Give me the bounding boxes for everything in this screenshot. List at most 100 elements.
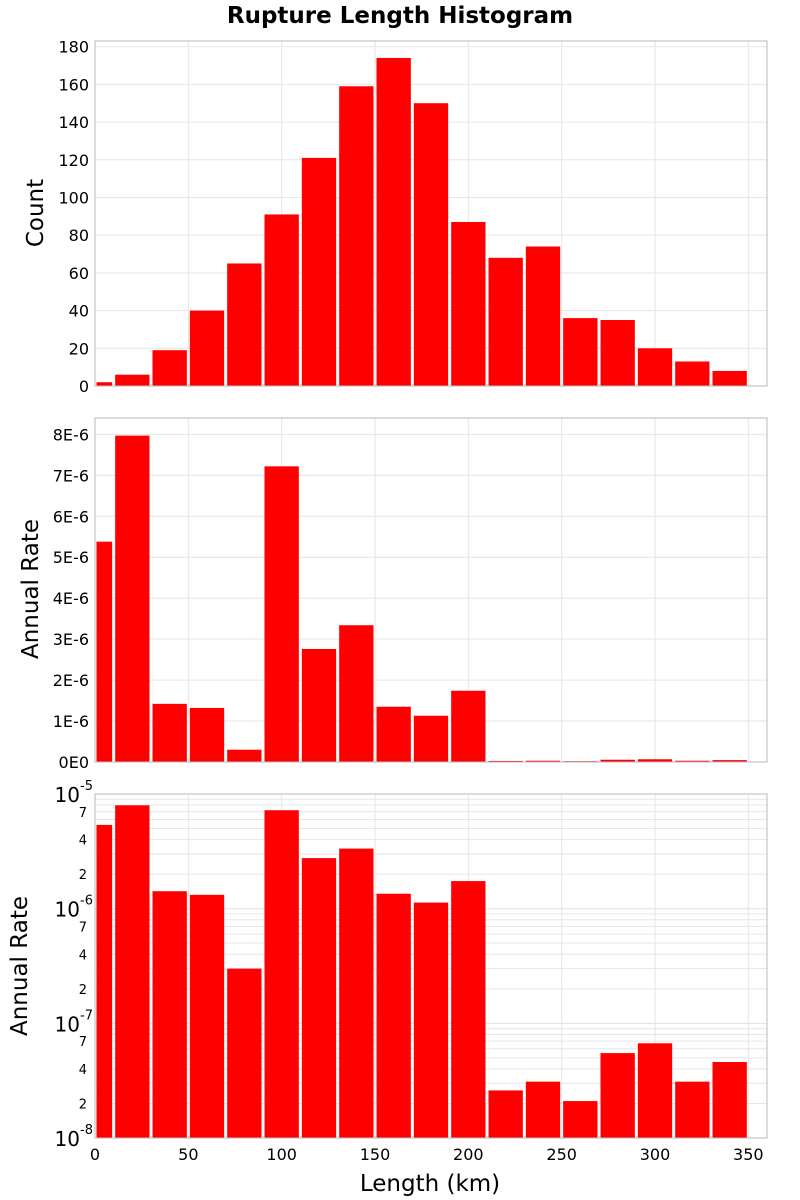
histogram-bar [376, 57, 411, 386]
x-tick-label: 50 [178, 1145, 198, 1164]
histogram-bar [96, 541, 113, 762]
y-axis-label: Annual Rate [18, 519, 44, 659]
histogram-bar [563, 318, 598, 386]
y-minor-tick-label: 2 [79, 868, 87, 883]
histogram-bar [189, 894, 225, 1138]
y-major-tick-label: 10 [55, 1012, 80, 1036]
x-axis-label: Length (km) [360, 1171, 500, 1197]
y-tick-label: 120 [58, 151, 89, 170]
histogram-bar [675, 760, 710, 762]
y-major-tick-base: 10 [55, 1127, 80, 1151]
histogram-bar [376, 706, 411, 762]
histogram-bar [413, 103, 449, 387]
histogram-bar [264, 466, 299, 762]
histogram-bar [675, 1081, 710, 1138]
x-tick-label: 250 [546, 1145, 577, 1164]
histogram-bar [301, 858, 337, 1138]
y-major-tick-label: 10 [55, 1127, 80, 1151]
histogram-bar [152, 891, 187, 1138]
x-tick-label: 200 [453, 1145, 484, 1164]
plot-frame [94, 417, 768, 763]
histogram-bar [227, 263, 262, 386]
histogram-bar [712, 760, 747, 762]
histogram-bar [488, 1090, 523, 1138]
x-tick-label: 350 [733, 1145, 764, 1164]
histogram-bar [600, 1053, 635, 1138]
plot-frame [94, 793, 768, 1139]
x-tick-label: 150 [360, 1145, 391, 1164]
y-tick-label: 7E-6 [53, 466, 89, 485]
y-tick-label: 80 [69, 226, 89, 245]
histogram-bar [413, 902, 449, 1138]
y-tick-label: 1E-6 [53, 712, 89, 731]
x-tick-label: 300 [640, 1145, 671, 1164]
histogram-bar [451, 690, 486, 762]
histogram-bar [227, 968, 262, 1138]
plot-frame [94, 40, 768, 387]
y-minor-tick-label: 4 [79, 1063, 87, 1078]
histogram-bar [600, 759, 635, 762]
y-tick-label: 6E-6 [53, 507, 89, 526]
y-major-tick-base: 10 [55, 898, 80, 922]
histogram-bar [525, 246, 561, 386]
y-major-tick-base: 10 [55, 783, 80, 807]
x-axis: 0 50 100 150 200 250 300 350 [90, 1145, 764, 1164]
histogram-bar [413, 715, 449, 762]
histogram-bar [301, 648, 337, 762]
y-tick-label: 60 [69, 264, 89, 283]
y-tick-label: 2E-6 [53, 671, 89, 690]
y-tick-label: 0 [79, 377, 89, 396]
y-tick-label: 8E-6 [53, 425, 89, 444]
y-tick-label: 4E-6 [53, 589, 89, 608]
y-axis-label: Count [23, 179, 49, 247]
y-major-tick-exponent: -7 [80, 1008, 93, 1023]
y-minor-tick-label: 4 [79, 948, 87, 963]
y-tick-label: 3E-6 [53, 630, 89, 649]
y-tick-label: 5E-6 [53, 548, 89, 567]
y-tick-label: 140 [58, 113, 89, 132]
chart-title: Rupture Length Histogram [227, 3, 573, 29]
histogram-bar [115, 805, 150, 1138]
histogram-bar [637, 1043, 673, 1138]
histogram-bar [96, 382, 113, 386]
y-minor-tick-label: 7 [79, 1035, 87, 1050]
histogram-bar [488, 257, 523, 386]
histogram-bar [488, 760, 523, 762]
x-tick-label: 0 [90, 1145, 100, 1164]
y-major-tick-label: 10 [55, 783, 80, 807]
y-major-tick-exponent: -6 [80, 894, 93, 909]
histogram-bar [115, 435, 150, 762]
y-tick-label: 40 [69, 302, 89, 321]
histogram-bar [525, 1081, 561, 1138]
histogram-bar [264, 810, 299, 1138]
histogram-bar [451, 881, 486, 1138]
panel-annual-rate-linear: 0E0 1E-6 2E-6 3E-6 4E-6 5E-6 6E-6 7E-6 8E-6 Annua… [18, 417, 768, 772]
histogram-bar [339, 86, 374, 386]
histogram-bar [152, 350, 187, 386]
histogram-bar [189, 310, 225, 386]
y-tick-label: 180 [58, 38, 89, 57]
y-minor-tick-label: 7 [79, 920, 87, 935]
y-minor-tick-label: 2 [79, 1097, 87, 1112]
histogram-bar [339, 848, 374, 1138]
histogram-bar [339, 625, 374, 762]
histogram-bar [637, 759, 673, 762]
histogram-bar [675, 361, 710, 386]
histogram-bar [376, 893, 411, 1138]
y-minor-tick-label: 2 [79, 983, 87, 998]
y-tick-label: 20 [69, 339, 89, 358]
y-major-tick-label: 10 [55, 898, 80, 922]
y-minor-tick-label: 4 [79, 834, 87, 849]
histogram-bar [115, 374, 150, 386]
histogram-bar [152, 703, 187, 762]
histogram-bar [96, 824, 113, 1138]
x-tick-label: 100 [266, 1145, 297, 1164]
histogram-bar [637, 348, 673, 386]
y-major-tick-exponent: -8 [80, 1123, 93, 1138]
y-major-tick-base: 10 [55, 1012, 80, 1036]
histogram-bar [189, 707, 225, 762]
histogram-bar [600, 320, 635, 386]
y-axis-label: Annual Rate [7, 896, 33, 1036]
